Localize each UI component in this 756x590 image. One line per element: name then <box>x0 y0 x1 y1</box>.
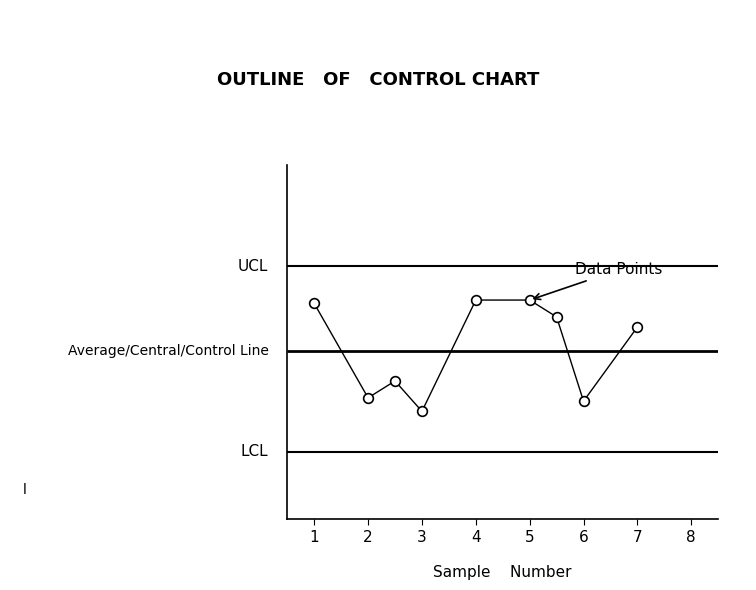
Text: l: l <box>23 483 26 497</box>
Text: LCL: LCL <box>240 444 268 459</box>
Text: OUTLINE   OF   CONTROL CHART: OUTLINE OF CONTROL CHART <box>217 71 539 88</box>
Text: Data Points: Data Points <box>534 262 663 300</box>
Text: Sample    Number: Sample Number <box>433 565 572 580</box>
Text: UCL: UCL <box>238 259 268 274</box>
Text: Average/Central/Control Line: Average/Central/Control Line <box>67 343 268 358</box>
